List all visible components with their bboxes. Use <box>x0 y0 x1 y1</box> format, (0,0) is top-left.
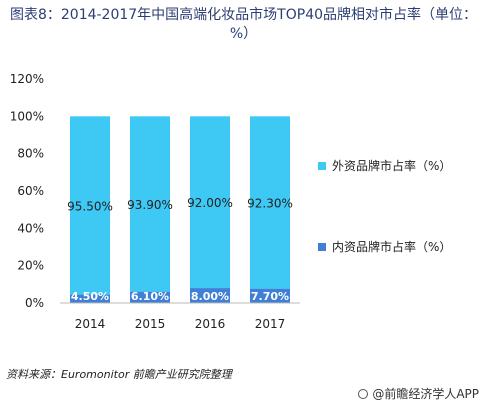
legend-swatch-foreign <box>318 161 326 170</box>
legend-label-foreign: 外资品牌市占率（%） <box>332 159 452 173</box>
data-label-domestic: 6.10% <box>131 290 169 303</box>
bar-foreign <box>250 116 290 289</box>
bar-series <box>70 116 290 303</box>
data-label-foreign: 95.50% <box>67 199 113 213</box>
data-label-domestic: 8.00% <box>191 290 229 303</box>
y-tick-label: 120% <box>10 72 44 86</box>
bar-foreign <box>70 116 110 295</box>
data-label-foreign: 92.30% <box>247 196 293 210</box>
y-tick-label: 40% <box>17 221 44 235</box>
bar-domestic <box>130 291 170 303</box>
legend-swatch-domestic <box>318 242 326 251</box>
y-tick-label: 100% <box>10 109 44 123</box>
x-tick-label: 2015 <box>135 317 166 331</box>
data-label-foreign: 93.90% <box>127 198 173 212</box>
y-axis: 0% 20% 40% 60% 80% 100% 120% <box>10 72 44 310</box>
brand-tag: @前瞻经济学人APP <box>358 385 479 402</box>
bar-domestic <box>70 294 110 303</box>
x-tick-label: 2017 <box>255 317 286 331</box>
brand-logo-icon <box>358 388 369 399</box>
legend-label-domestic: 内资品牌市占率（%） <box>332 240 452 254</box>
data-label-domestic: 7.70% <box>251 290 289 303</box>
bar-domestic <box>250 288 290 303</box>
source-note: 资料来源：Euromonitor 前瞻产业研究院整理 <box>6 368 232 381</box>
x-tick-label: 2016 <box>195 317 226 331</box>
y-tick-label: 20% <box>17 259 44 273</box>
legend-foreign: 外资品牌市占率（%） <box>318 157 451 174</box>
data-label-foreign: 92.00% <box>187 196 233 210</box>
y-tick-label: 60% <box>17 184 44 198</box>
bar-foreign <box>190 116 230 289</box>
bar-foreign <box>130 116 170 292</box>
chart-title: 图表8：2014-2017年中国高端化妆品市场TOP40品牌相对市占率（单位：%… <box>9 7 478 42</box>
x-axis: 2014 2015 2016 2017 <box>60 302 300 331</box>
y-tick-label: 80% <box>17 147 44 161</box>
bar-domestic <box>190 288 230 303</box>
y-tick-label: 0% <box>25 296 44 310</box>
legend-domestic: 内资品牌市占率（%） <box>318 238 451 255</box>
data-labels: 95.50% 4.50% 93.90% 6.10% 92.00% 8.00% 92.30% 7… <box>67 196 293 303</box>
x-tick-label: 2014 <box>75 317 106 331</box>
brand-text: @前瞻经济学人APP <box>372 387 479 401</box>
data-label-domestic: 4.50% <box>71 290 109 303</box>
